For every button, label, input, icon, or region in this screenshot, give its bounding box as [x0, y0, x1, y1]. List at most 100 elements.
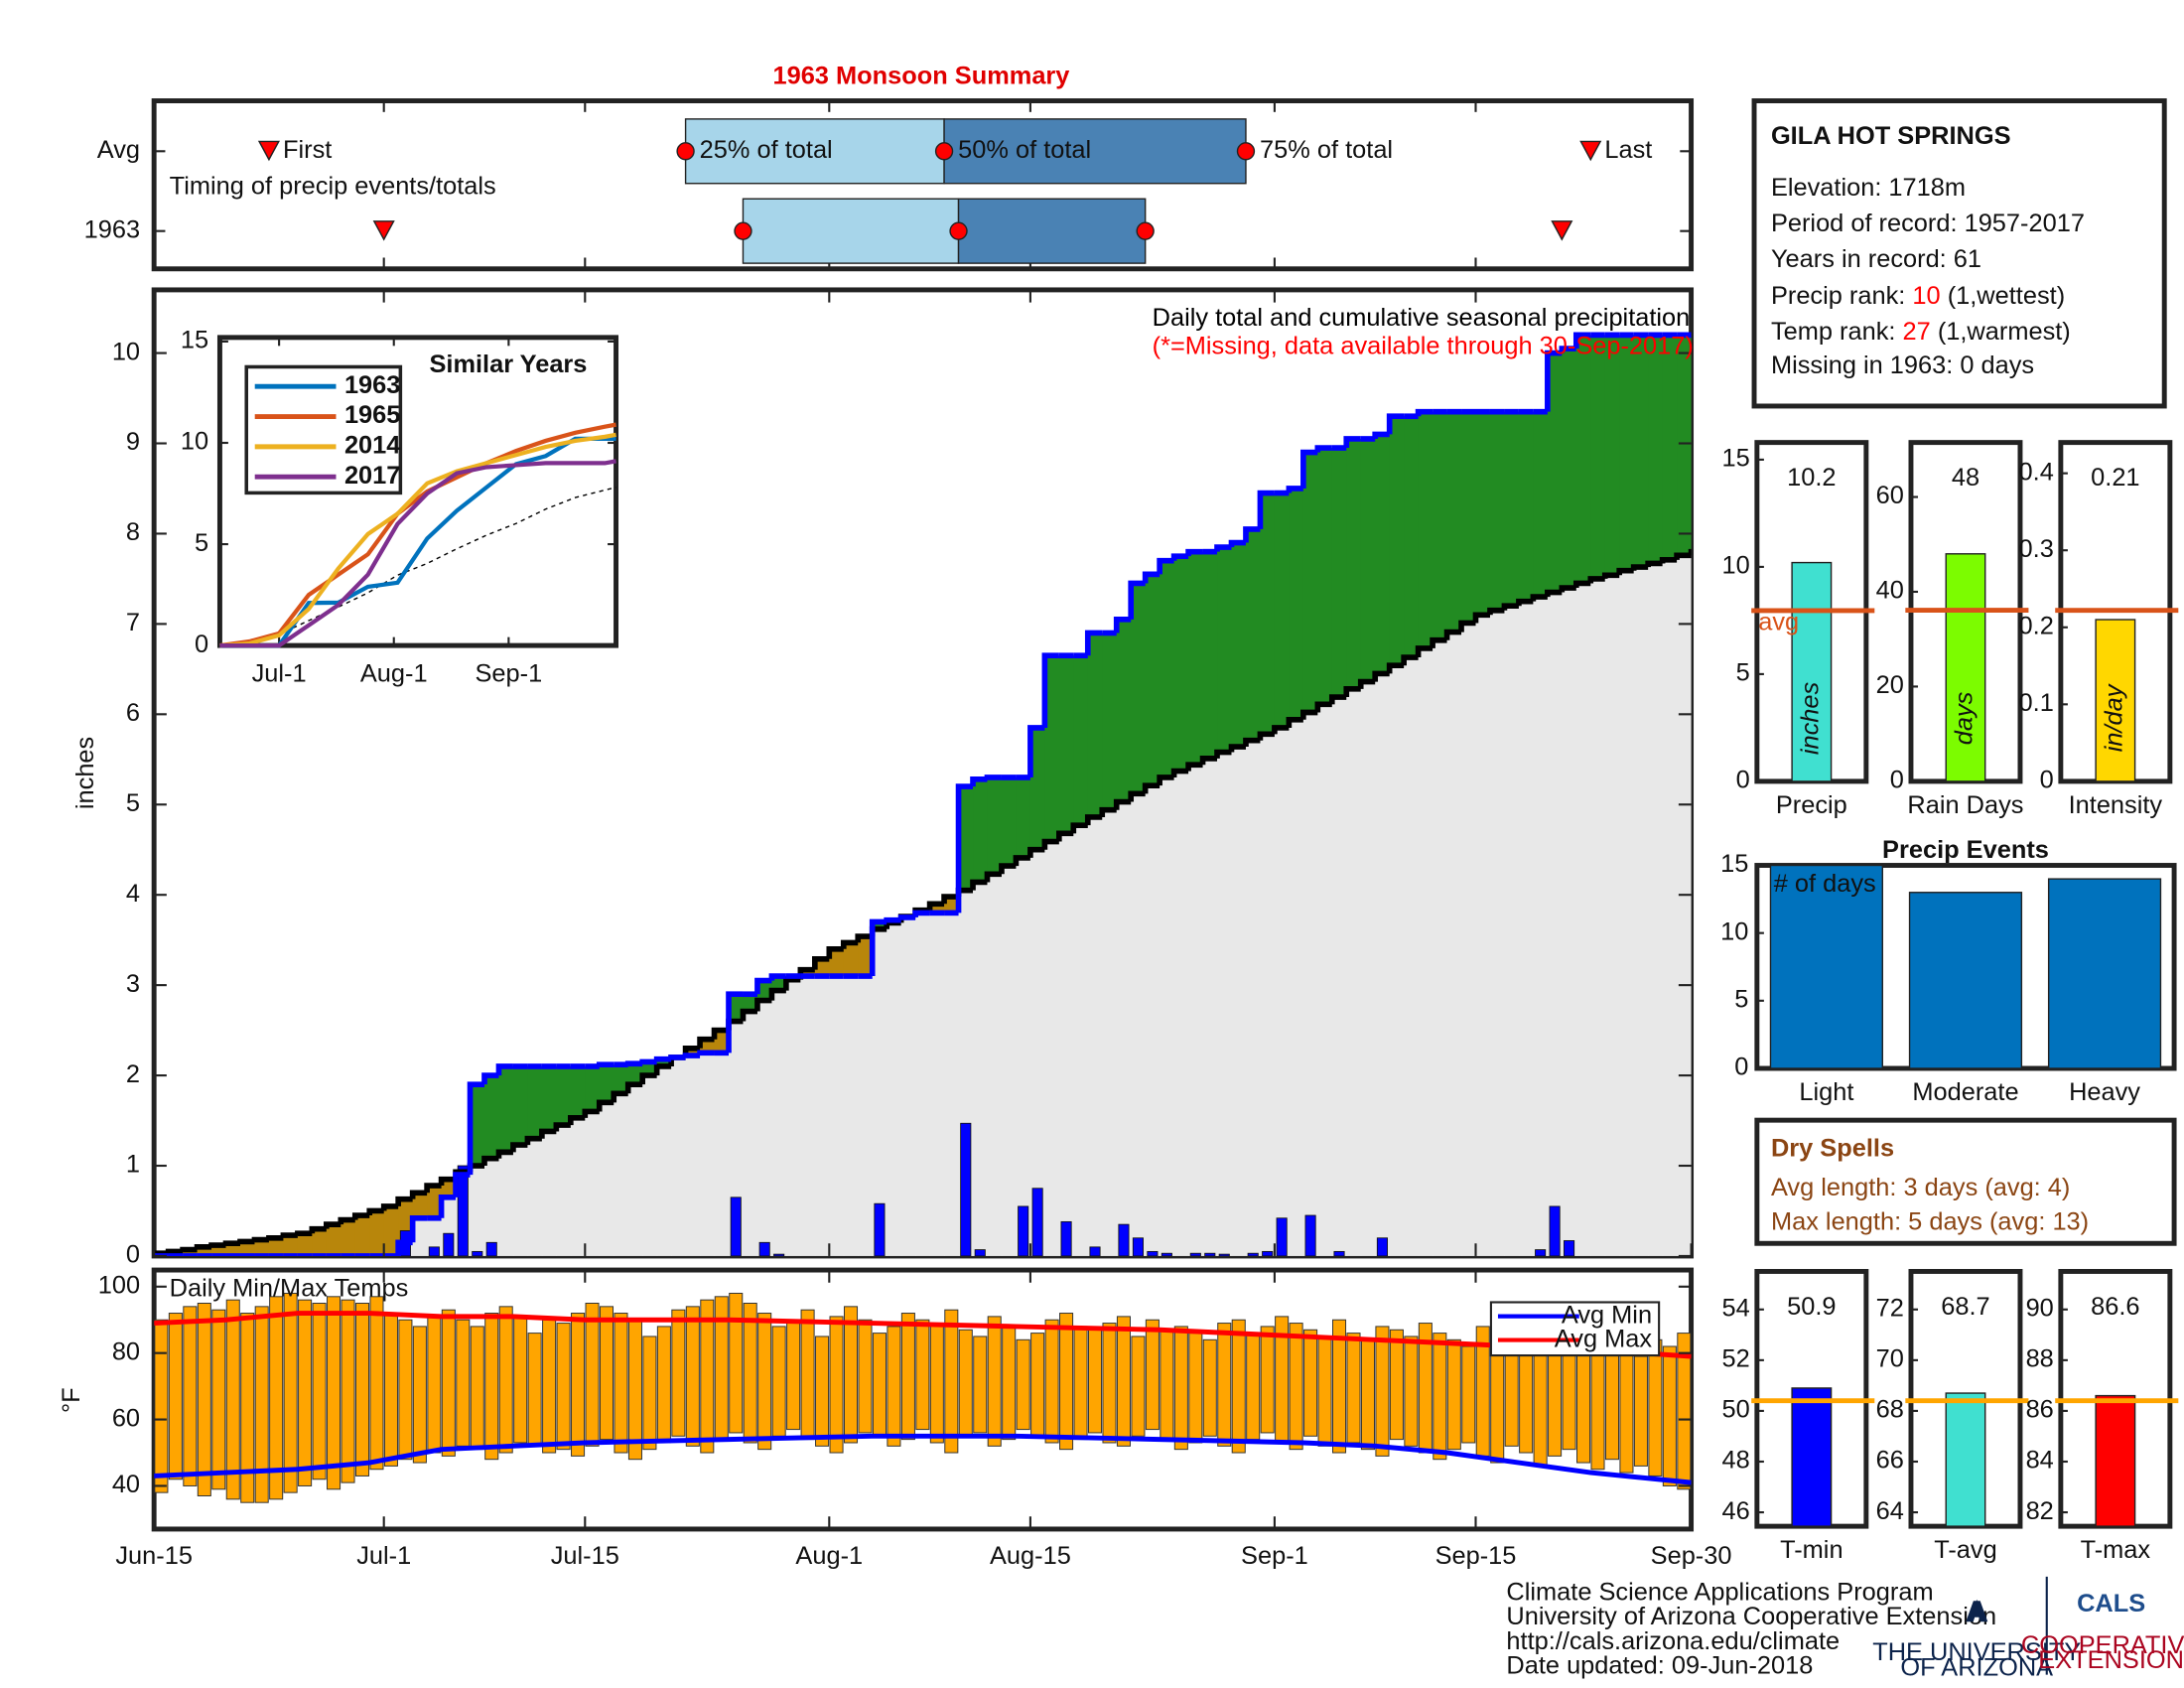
temp-range-bar [1073, 1326, 1088, 1441]
average-cumulative-step [510, 1142, 528, 1153]
x-tick-label: Aug-1 [360, 659, 428, 687]
average-cumulative-step [1516, 598, 1534, 607]
below-average-fill [944, 913, 960, 1256]
average-cumulative-step [165, 1248, 184, 1255]
value-label: 86.6 [2091, 1293, 2139, 1321]
temp-range-bar [327, 1296, 341, 1490]
average-cumulative-step [1415, 645, 1433, 658]
departure-fill [714, 1030, 730, 1054]
departure-fill [541, 1065, 557, 1132]
bar [1791, 561, 1833, 782]
average-cumulative-step [582, 1108, 600, 1118]
y-tick-label: 72 [1876, 1294, 1904, 1322]
departure-fill [1633, 335, 1649, 568]
average-cumulative-step [409, 1190, 428, 1199]
x-tick-label: Jun-15 [115, 1542, 193, 1570]
temp-range-bar [685, 1306, 700, 1447]
temp-range-bar [1662, 1345, 1677, 1486]
below-average-fill [1662, 559, 1678, 1256]
station-frame [1751, 98, 2167, 409]
temp-range-bar [1188, 1333, 1203, 1444]
average-cumulative-step [351, 1212, 370, 1220]
departure-fill [756, 980, 772, 1001]
departure-fill [1317, 448, 1333, 705]
departure-fill [1475, 411, 1491, 616]
below-average-fill [1058, 833, 1074, 1256]
average-cumulative-step [424, 1183, 442, 1194]
legend-label: 2014 [344, 432, 400, 460]
average-cumulative-step [495, 1149, 513, 1159]
dry-spells-title: Dry Spells [1771, 1134, 1894, 1162]
marker-label: 50% of total [958, 136, 1091, 164]
temp-range-bar [556, 1323, 571, 1451]
temp-range-bar [1346, 1333, 1361, 1444]
temp-range-bar [771, 1326, 786, 1437]
below-average-fill [1044, 841, 1060, 1256]
below-average-fill [1648, 563, 1664, 1256]
temp-range-bar [729, 1292, 744, 1434]
y-tick-label: 5 [195, 529, 208, 557]
quartile-marker [1136, 221, 1155, 240]
below-average-fill [973, 882, 989, 1256]
departure-fill [254, 1239, 270, 1256]
average-cumulative-step [1472, 612, 1490, 624]
average-cumulative-step [1674, 552, 1692, 560]
y-tick-label: 0.1 [2019, 689, 2054, 717]
departure-fill [1389, 416, 1405, 666]
average-cumulative-step [740, 1008, 757, 1022]
temp-range-bar [369, 1296, 384, 1471]
dry-spells-info: Max length: 5 days (avg: 13) [1771, 1208, 2089, 1236]
daily-precip-bar [1262, 1250, 1274, 1256]
departure-fill [570, 1065, 586, 1118]
extension-name: COOPERATIVE [2021, 1631, 2184, 1659]
departure-fill [1489, 411, 1506, 611]
departure-fill [814, 958, 830, 977]
below-average-fill [829, 976, 845, 1256]
average-cumulative-step [653, 1063, 672, 1076]
average-cumulative-step [1386, 662, 1405, 674]
departure-fill [239, 1241, 256, 1256]
value-label: 50.9 [1787, 1293, 1836, 1321]
event-marker [372, 220, 395, 241]
below-average-fill [1346, 688, 1362, 1256]
average-cumulative-step [941, 894, 959, 905]
event-marker [1579, 140, 1602, 162]
cumulative-step [1185, 548, 1203, 557]
avg-temp-line [154, 1433, 1692, 1485]
x-tick-label: Jul-1 [252, 659, 307, 687]
temp-range-bar [1677, 1333, 1692, 1490]
below-average-fill [1188, 765, 1204, 1256]
y-tick-label: 48 [1722, 1447, 1750, 1475]
departure-fill [1648, 335, 1664, 564]
daily-precip-bar [758, 1241, 770, 1256]
below-average-fill [1404, 657, 1420, 1256]
x-axis-label: T-min [1780, 1536, 1843, 1564]
temp-range-bar [183, 1306, 198, 1486]
daily-precip-bar [1118, 1223, 1130, 1256]
quartile-marker [949, 221, 968, 240]
timing-subtitle: Timing of precip events/totals [170, 173, 496, 201]
below-average-fill [915, 913, 931, 1256]
average-cumulative-step [309, 1225, 327, 1234]
x-tick-label: Sep-30 [1651, 1542, 1732, 1570]
inset-title: Similar Years [429, 351, 587, 378]
below-average-fill [1475, 615, 1491, 1256]
daily-precip-bar [1333, 1250, 1345, 1256]
temp-range-bar [225, 1299, 240, 1500]
cumulative-step [1027, 725, 1045, 777]
average-cumulative-step [1645, 560, 1663, 568]
daily-precip-bar [1160, 1252, 1172, 1256]
temp-range-bar [1087, 1329, 1103, 1434]
cumulative-step [912, 910, 930, 917]
departure-fill [1446, 411, 1462, 633]
temp-range-bar [154, 1319, 169, 1493]
y-tick-label: 10 [1720, 917, 1748, 945]
average-cumulative-step [1357, 678, 1376, 689]
marker-label: Last [1604, 136, 1652, 164]
below-average-fill [570, 1117, 586, 1256]
average-cumulative-step [1443, 629, 1462, 640]
y-tick-label: 5 [126, 789, 140, 817]
below-average-fill [814, 976, 830, 1256]
departure-fill [642, 1061, 658, 1076]
